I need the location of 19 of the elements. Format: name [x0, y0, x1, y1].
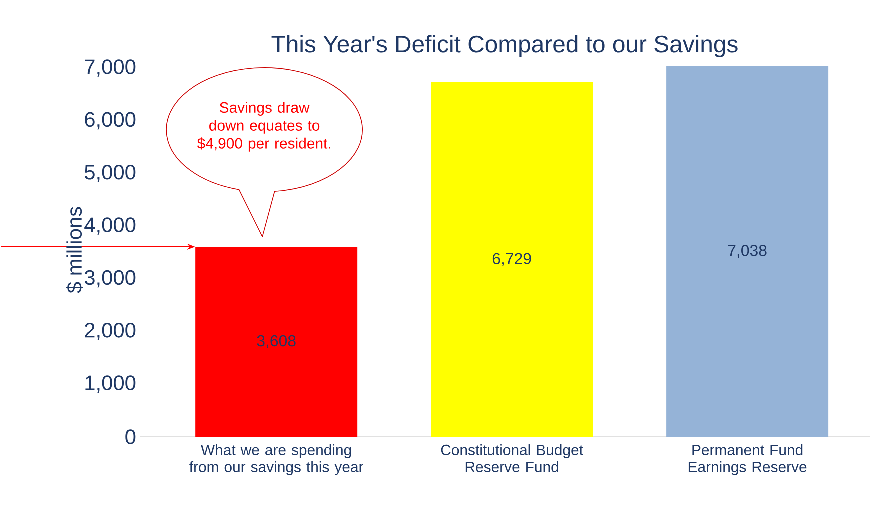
y-axis-title: $ millions	[66, 207, 84, 294]
y-tick-label: 7,000	[85, 60, 136, 77]
chart-title: This Year's Deficit Compared to our Savings	[272, 35, 738, 58]
data-label: 6,729	[492, 253, 532, 266]
data-label: 7,038	[728, 245, 767, 258]
bar	[431, 82, 594, 437]
bar	[666, 66, 829, 437]
y-tick-label: 0	[126, 430, 136, 444]
y-tick-label: 2,000	[85, 323, 136, 340]
y-tick-label: 6,000	[85, 112, 136, 130]
y-tick-label: 5,000	[84, 164, 136, 182]
x-tick-label: Permanent Fund Earnings Reserve	[688, 444, 807, 476]
y-tick-label: 1,000	[86, 376, 136, 393]
data-label: 3,608	[257, 335, 296, 349]
annotation: Savings draw down equates to $4,900 per resident.	[197, 102, 330, 152]
x-tick-label: Constitutional Budget Reserve Fund	[441, 444, 584, 472]
x-tick-label: What we are spending from our savings this year	[190, 444, 364, 476]
y-tick-label: 3,000	[84, 270, 136, 288]
y-tick-label: 4,000	[84, 218, 136, 235]
